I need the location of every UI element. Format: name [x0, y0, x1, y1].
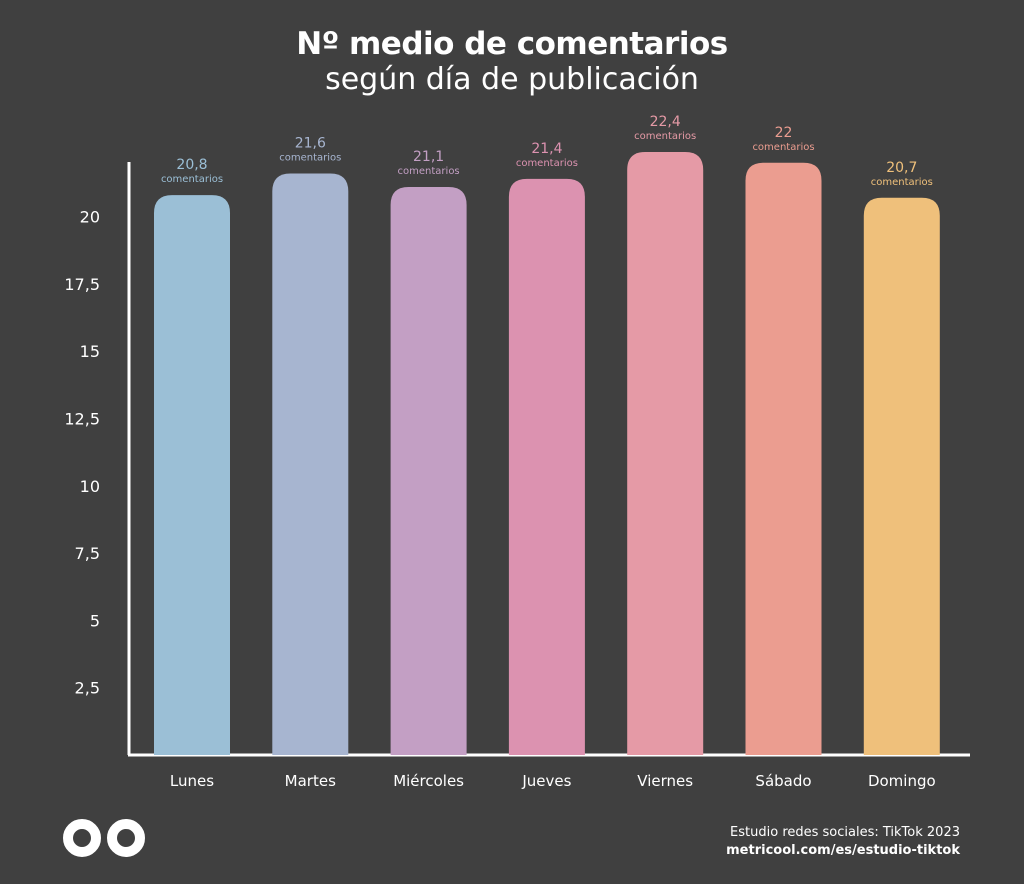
- bar-value-label: 22: [775, 125, 793, 141]
- bar-unit-label: comentarios: [279, 153, 341, 164]
- bar: [745, 162, 822, 756]
- bar-unit-label: comentarios: [516, 158, 578, 169]
- bar-value-label: 21,6: [295, 136, 326, 152]
- bar: [627, 152, 704, 755]
- bar-value-label: 20,7: [886, 160, 917, 176]
- bar-unit-label: comentarios: [161, 174, 223, 185]
- x-category-label: Sábado: [755, 772, 811, 790]
- bar: [390, 186, 467, 755]
- metricool-infinity-logo-icon: [62, 818, 148, 862]
- bar: [272, 173, 349, 756]
- y-tick-label: 12,5: [64, 410, 100, 429]
- chart-title: Nº medio de comentarios: [296, 26, 728, 62]
- bar: [863, 197, 940, 755]
- x-category-label: Miércoles: [393, 772, 464, 790]
- x-category-label: Viernes: [637, 772, 693, 790]
- footer-source: Estudio redes sociales: TikTok 2023: [730, 825, 960, 840]
- chart-subtitle: según día de publicación: [325, 62, 699, 97]
- footer-url: metricool.com/es/estudio-tiktok: [726, 843, 960, 858]
- bar-value-label: 21,4: [531, 141, 562, 157]
- y-tick-label: 10: [80, 477, 100, 496]
- y-tick-label: 5: [90, 611, 100, 630]
- y-tick-label: 2,5: [75, 679, 100, 698]
- bar: [154, 195, 230, 756]
- x-category-label: Martes: [285, 772, 336, 790]
- bar-value-label: 20,8: [176, 157, 207, 173]
- y-tick-label: 15: [80, 342, 100, 361]
- bar-unit-label: comentarios: [634, 131, 696, 142]
- x-category-label: Domingo: [868, 772, 936, 790]
- bar-unit-label: comentarios: [752, 142, 814, 153]
- bar-chart: 2,557,51012,51517,52020,8comentariosLune…: [64, 114, 970, 790]
- y-tick-label: 7,5: [75, 544, 100, 563]
- x-category-label: Lunes: [170, 772, 214, 790]
- bar-unit-label: comentarios: [871, 177, 933, 188]
- bar: [508, 178, 585, 755]
- bar-value-label: 21,1: [413, 149, 444, 165]
- y-tick-label: 20: [80, 208, 100, 227]
- y-tick-label: 17,5: [64, 275, 100, 294]
- x-category-label: Jueves: [521, 772, 571, 790]
- bar-value-label: 22,4: [650, 114, 681, 130]
- bar-unit-label: comentarios: [398, 166, 460, 177]
